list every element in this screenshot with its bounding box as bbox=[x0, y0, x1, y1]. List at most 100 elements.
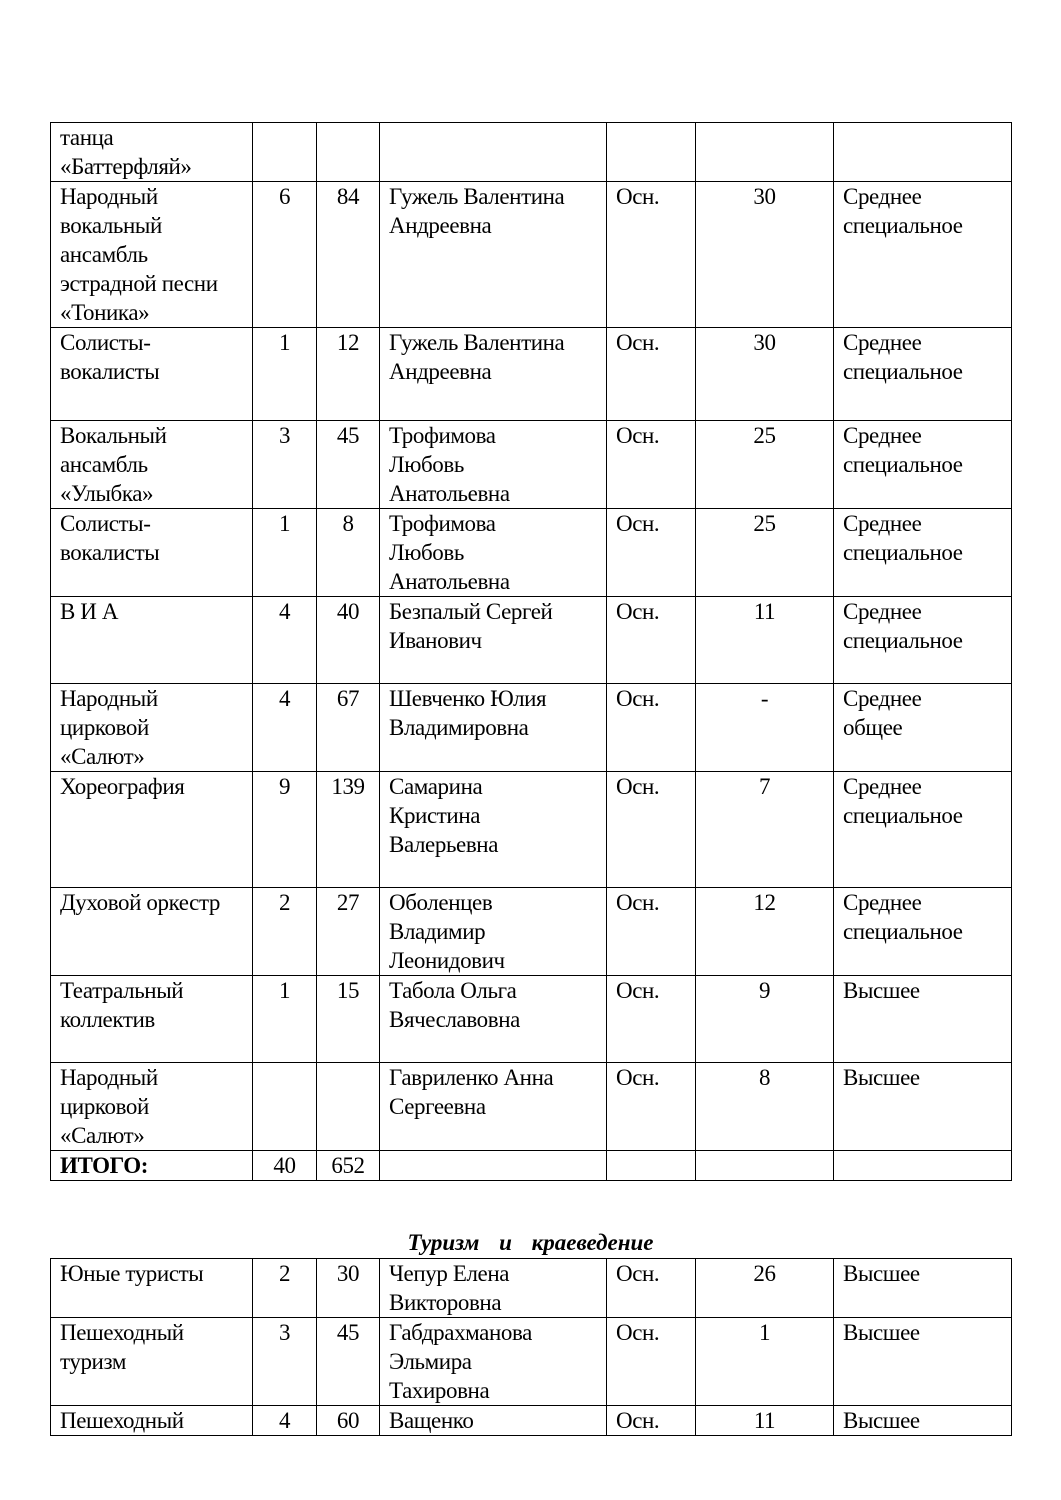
table-row: танца «Баттерфляй» bbox=[50, 122, 1012, 182]
cell-groups: 3 bbox=[252, 420, 317, 509]
cell-type: Осн. bbox=[606, 1317, 696, 1406]
table-row: Народный цирковой «Салют» Гавриленко Анна… bbox=[50, 1062, 1012, 1151]
cell-groups: 4 bbox=[252, 1405, 317, 1436]
cell-experience: 8 bbox=[695, 1062, 834, 1151]
cell-type: Осн. bbox=[606, 508, 696, 597]
cell-type: Осн. bbox=[606, 596, 696, 684]
table-row: Юные туристы 2 30 Чепур Елена Викторовна Осн… bbox=[50, 1258, 1012, 1318]
cell-empty bbox=[379, 1150, 607, 1181]
cell-teacher: Гужель Валентина Андреевна bbox=[379, 327, 607, 421]
cell-groups: 2 bbox=[252, 887, 317, 976]
cell-type: Осн. bbox=[606, 683, 696, 772]
table-row: Солисты- вокалисты 1 12 Гужель Валентина Ан… bbox=[50, 327, 1012, 421]
cell-education bbox=[833, 122, 1012, 182]
cell-groups: 6 bbox=[252, 181, 317, 328]
cell-type: Осн. bbox=[606, 1062, 696, 1151]
cell-experience: 25 bbox=[695, 508, 834, 597]
cell-groups: 1 bbox=[252, 508, 317, 597]
table-row: Солисты- вокалисты 1 8 Трофимова Любовь Ана… bbox=[50, 508, 1012, 597]
table-row: Пешеходный туризм 3 45 Габдрахманова Эльмир… bbox=[50, 1317, 1012, 1406]
cell-students: 84 bbox=[316, 181, 380, 328]
cell-education: Высшее bbox=[833, 1062, 1012, 1151]
cell-type: Осн. bbox=[606, 420, 696, 509]
table-row: В И А 4 40 Безпалый Сергей Иванович Осн. 11 Ср… bbox=[50, 596, 1012, 684]
cell-education: Среднее общее bbox=[833, 683, 1012, 772]
cell-teacher: Самарина Кристина Валерьевна bbox=[379, 771, 607, 888]
cell-students: 30 bbox=[316, 1258, 380, 1318]
cell-experience: 26 bbox=[695, 1258, 834, 1318]
cell-name: Пешеходный bbox=[50, 1405, 253, 1436]
cell-groups: 4 bbox=[252, 683, 317, 772]
cell-teacher: Трофимова Любовь Анатольевна bbox=[379, 420, 607, 509]
cell-experience bbox=[695, 122, 834, 182]
cell-education: Среднее специальное bbox=[833, 181, 1012, 328]
cell-students: 15 bbox=[316, 975, 380, 1063]
cell-teacher: Трофимова Любовь Анатольевна bbox=[379, 508, 607, 597]
cell-education: Среднее специальное bbox=[833, 508, 1012, 597]
cell-empty bbox=[695, 1150, 834, 1181]
cell-teacher: Оболенцев Владимир Леонидович bbox=[379, 887, 607, 976]
cell-teacher: Шевченко Юлия Владимировна bbox=[379, 683, 607, 772]
cell-groups bbox=[252, 1062, 317, 1151]
total-row: ИТОГО: 40 652 bbox=[50, 1150, 1012, 1181]
cell-experience: 1 bbox=[695, 1317, 834, 1406]
cell-type: Осн. bbox=[606, 327, 696, 421]
cell-students: 8 bbox=[316, 508, 380, 597]
cell-students: 27 bbox=[316, 887, 380, 976]
cell-type: Осн. bbox=[606, 975, 696, 1063]
cell-teacher: Гужель Валентина Андреевна bbox=[379, 181, 607, 328]
cell-experience: 30 bbox=[695, 327, 834, 421]
table-row: Театральный коллектив 1 15 Табола Ольга Вяч… bbox=[50, 975, 1012, 1063]
cell-students: 45 bbox=[316, 1317, 380, 1406]
cell-experience: 11 bbox=[695, 596, 834, 684]
cell-students bbox=[316, 122, 380, 182]
cell-education: Среднее специальное bbox=[833, 887, 1012, 976]
cell-name: Солисты- вокалисты bbox=[50, 508, 253, 597]
cell-groups: 3 bbox=[252, 1317, 317, 1406]
cell-groups: 1 bbox=[252, 975, 317, 1063]
cell-name: В И А bbox=[50, 596, 253, 684]
cell-education: Высшее bbox=[833, 1317, 1012, 1406]
cell-type bbox=[606, 122, 696, 182]
cell-education: Среднее специальное bbox=[833, 327, 1012, 421]
cell-experience: 9 bbox=[695, 975, 834, 1063]
cell-experience: 7 bbox=[695, 771, 834, 888]
staff-table: танца «Баттерфляй» Народный вокальный анс… bbox=[50, 122, 1012, 1181]
cell-students: 12 bbox=[316, 327, 380, 421]
cell-teacher: Гавриленко Анна Сергеевна bbox=[379, 1062, 607, 1151]
cell-teacher: Безпалый Сергей Иванович bbox=[379, 596, 607, 684]
cell-name: Хореография bbox=[50, 771, 253, 888]
cell-name: Народный вокальный ансамбль эстрадной пе… bbox=[50, 181, 253, 328]
cell-students: 40 bbox=[316, 596, 380, 684]
cell-name: Народный цирковой «Салют» bbox=[50, 1062, 253, 1151]
cell-type: Осн. bbox=[606, 1258, 696, 1318]
table-row: Духовой оркестр 2 27 Оболенцев Владимир Лео… bbox=[50, 887, 1012, 976]
cell-groups: 1 bbox=[252, 327, 317, 421]
cell-education: Среднее специальное bbox=[833, 420, 1012, 509]
cell-empty bbox=[606, 1150, 696, 1181]
cell-students: 139 bbox=[316, 771, 380, 888]
cell-type: Осн. bbox=[606, 887, 696, 976]
cell-name: танца «Баттерфляй» bbox=[50, 122, 253, 182]
cell-teacher: Чепур Елена Викторовна bbox=[379, 1258, 607, 1318]
cell-type: Осн. bbox=[606, 771, 696, 888]
cell-teacher: Ващенко bbox=[379, 1405, 607, 1436]
cell-experience: 30 bbox=[695, 181, 834, 328]
cell-students: 60 bbox=[316, 1405, 380, 1436]
cell-name: Вокальный ансамбль «Улыбка» bbox=[50, 420, 253, 509]
table-row: Пешеходный 4 60 Ващенко Осн. 11 Высшее bbox=[50, 1405, 1012, 1436]
cell-education: Высшее bbox=[833, 1405, 1012, 1436]
cell-students: 67 bbox=[316, 683, 380, 772]
cell-type: Осн. bbox=[606, 1405, 696, 1436]
cell-students: 45 bbox=[316, 420, 380, 509]
cell-name: Театральный коллектив bbox=[50, 975, 253, 1063]
table-row: Вокальный ансамбль «Улыбка» 3 45 Трофимова … bbox=[50, 420, 1012, 509]
total-label: ИТОГО: bbox=[50, 1150, 253, 1181]
tourism-table: Юные туристы 2 30 Чепур Елена Викторовна Осн… bbox=[50, 1258, 1012, 1436]
cell-education: Среднее специальное bbox=[833, 596, 1012, 684]
cell-groups: 2 bbox=[252, 1258, 317, 1318]
cell-name: Юные туристы bbox=[50, 1258, 253, 1318]
cell-experience: - bbox=[695, 683, 834, 772]
cell-experience: 11 bbox=[695, 1405, 834, 1436]
total-students: 652 bbox=[316, 1150, 380, 1181]
